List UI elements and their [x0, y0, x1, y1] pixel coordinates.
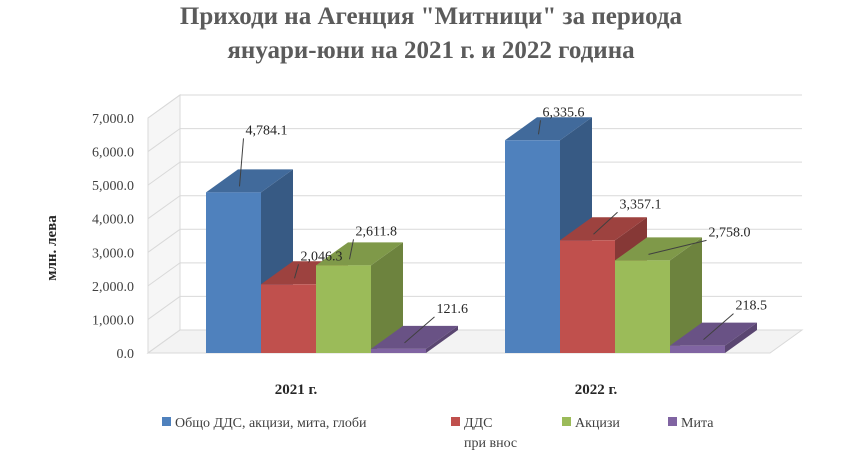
data-label-leader: [648, 239, 707, 255]
data-label-leader: [349, 239, 354, 260]
x-axis-categories: 2021 г. 2022 г.: [275, 382, 618, 398]
bar-front: [615, 260, 670, 353]
legend-item: Акцизи: [562, 416, 620, 431]
y-axis-title-group: млн. лева: [44, 215, 60, 281]
y-tick-label: 7,000.0: [92, 112, 134, 127]
bars: [206, 117, 757, 353]
bar-side: [670, 237, 702, 353]
bar-2-4: [670, 322, 757, 353]
bar-top: [560, 217, 647, 241]
data-label-leader: [703, 313, 734, 341]
bar-top: [371, 325, 458, 349]
legend-label: Мита: [681, 416, 714, 431]
bar-side: [426, 325, 458, 353]
bar-front: [560, 240, 615, 353]
data-label: 2,046.3: [301, 249, 343, 264]
data-label: 2,758.0: [709, 225, 751, 240]
gridline: [147, 94, 802, 119]
data-label: 6,335.6: [543, 105, 585, 120]
gridline: [147, 128, 802, 152]
y-tick-label: 2,000.0: [92, 280, 134, 295]
bar-front: [505, 140, 560, 353]
bar-side: [371, 242, 403, 353]
bar-1-4: [371, 325, 458, 353]
bar-side: [725, 322, 757, 353]
legend-swatch: [451, 417, 460, 426]
legend-item: Общо ДДС, акцизи, мита, глоби: [162, 416, 367, 431]
data-label-leader: [404, 316, 435, 344]
legend: Общо ДДС, акцизи, мита, глоби ДДС при внос…: [162, 416, 714, 451]
bar-1-3: [316, 242, 403, 353]
bar-2-3: [615, 237, 702, 353]
bar-front: [316, 265, 371, 353]
bar-front: [670, 345, 725, 353]
legend-label: ДДС: [464, 416, 492, 431]
bar-top: [670, 322, 757, 346]
data-label-leader: [538, 120, 541, 135]
legend-swatch: [562, 417, 571, 426]
bar-front: [371, 348, 426, 353]
x-category-label: 2022 г.: [575, 382, 618, 398]
legend-label: Общо ДДС, акцизи, мита, глоби: [175, 416, 367, 431]
data-label-leader: [294, 264, 299, 279]
data-label: 121.6: [437, 302, 469, 317]
data-label-leader: [239, 138, 244, 187]
bar-top: [505, 117, 592, 141]
y-tick-label: 6,000.0: [92, 146, 134, 161]
data-label: 218.5: [736, 299, 768, 314]
bar-top: [206, 169, 293, 193]
y-tick-label: 3,000.0: [92, 246, 134, 261]
y-tick-label: 0.0: [117, 347, 135, 362]
data-labels: 4,784.1 2,046.3 2,611.8 121.6 6,335.6 3,357.1…: [239, 105, 768, 344]
legend-item: ДДС при внос: [451, 416, 517, 451]
y-axis-title: млн. лева: [44, 215, 60, 281]
x-category-label: 2021 г.: [275, 382, 318, 398]
chart-title-line: януари-юни на 2021 г. и 2022 година: [227, 37, 635, 64]
data-label: 3,357.1: [620, 197, 662, 212]
data-label: 4,784.1: [246, 123, 288, 138]
bar-top: [615, 237, 702, 261]
gridline: [147, 195, 802, 220]
legend-swatch: [668, 417, 677, 426]
data-label-leader: [593, 211, 618, 235]
chart-title-line: Приходи на Агенция "Митници" за периода: [180, 3, 683, 30]
gridline: [147, 161, 802, 186]
data-label: 2,611.8: [356, 224, 397, 239]
y-tick-label: 1,000.0: [92, 313, 134, 328]
legend-item: Мита: [668, 416, 714, 431]
bar-front: [261, 284, 316, 353]
chart-title: Приходи на Агенция "Митници" за периода я…: [180, 3, 683, 64]
bar-top: [316, 242, 403, 266]
legend-label: при внос: [464, 436, 517, 451]
y-tick-label: 5,000.0: [92, 179, 134, 194]
legend-label: Акцизи: [575, 416, 620, 431]
legend-swatch: [162, 417, 171, 426]
y-tick-label: 4,000.0: [92, 213, 134, 228]
bar-front: [206, 192, 261, 353]
y-axis-ticks: 0.0 1,000.0 2,000.0 3,000.0 4,000.0 5,000.0 6,…: [92, 112, 134, 362]
side-wall: [147, 94, 181, 354]
